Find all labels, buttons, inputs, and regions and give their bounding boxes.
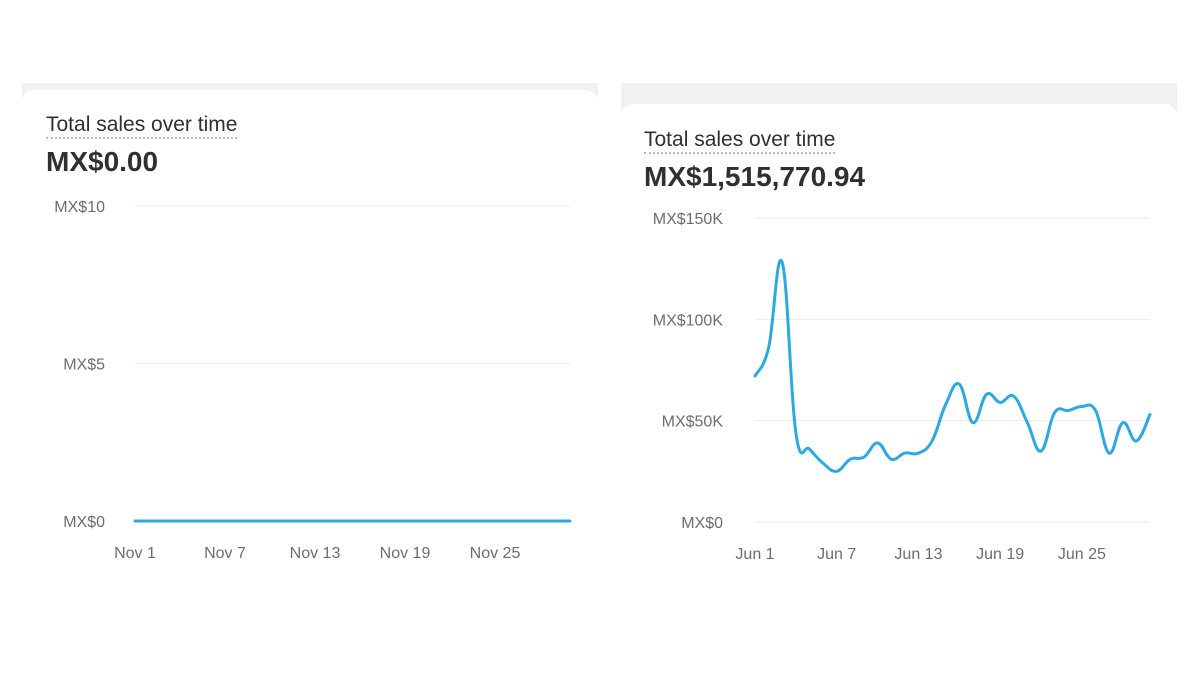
- x-tick-label: Jun 25: [1058, 546, 1106, 563]
- x-tick-label: Nov 19: [380, 545, 431, 562]
- right-chart-card: [621, 104, 1177, 594]
- x-tick-label: Nov 1: [114, 545, 156, 562]
- left-chart-title[interactable]: Total sales over time: [46, 113, 238, 139]
- y-tick-label: MX$0: [63, 514, 105, 531]
- x-tick-label: Nov 13: [290, 545, 341, 562]
- y-tick-label: MX$5: [63, 357, 105, 374]
- x-tick-label: Jun 19: [976, 546, 1024, 563]
- y-tick-label: MX$10: [54, 199, 105, 216]
- right-chart-total: MX$1,515,770.94: [644, 161, 866, 192]
- x-tick-label: Jun 7: [817, 546, 856, 563]
- x-tick-label: Jun 1: [735, 546, 774, 563]
- x-tick-label: Jun 13: [894, 546, 942, 563]
- x-tick-label: Nov 25: [470, 545, 521, 562]
- sales-series-line: [753, 258, 1152, 473]
- y-tick-label: MX$0: [681, 515, 723, 532]
- y-tick-label: MX$100K: [653, 312, 724, 329]
- right-chart-title[interactable]: Total sales over time: [644, 128, 836, 154]
- x-tick-label: Nov 7: [204, 545, 246, 562]
- y-tick-label: MX$150K: [653, 211, 724, 228]
- y-tick-label: MX$50K: [662, 414, 724, 431]
- left-chart-card: [22, 90, 598, 590]
- left-chart-total: MX$0.00: [46, 146, 159, 177]
